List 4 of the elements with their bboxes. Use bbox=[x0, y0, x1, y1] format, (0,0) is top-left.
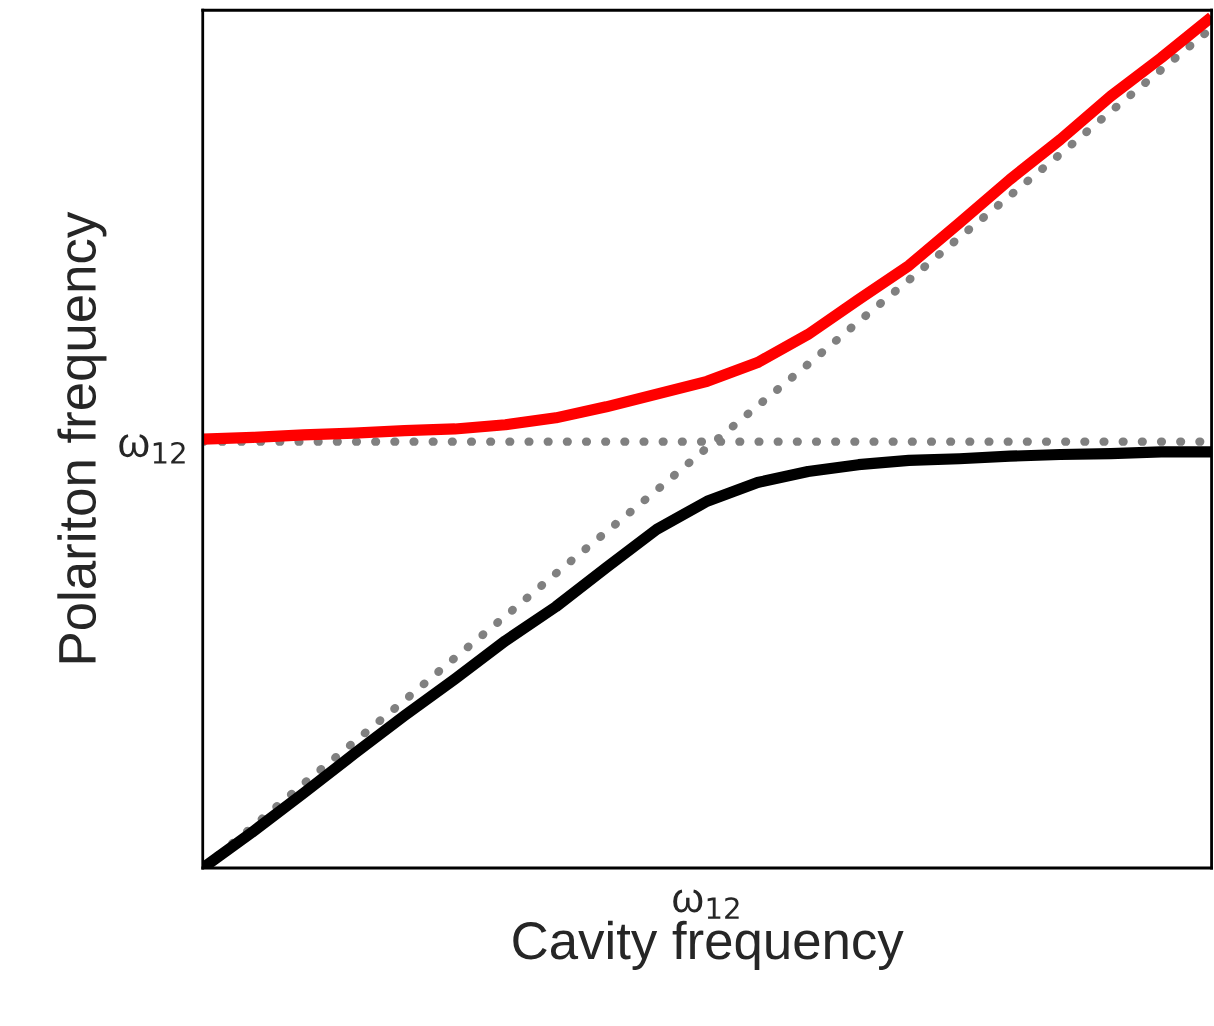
text: ω$_{12}$ bbox=[673, 889, 739, 919]
x-axis-title: Cavity frequency bbox=[513, 920, 904, 970]
y-axis-title: Polariton frequency bbox=[57, 211, 107, 663]
text: ω$_{12}$ bbox=[119, 434, 185, 464]
